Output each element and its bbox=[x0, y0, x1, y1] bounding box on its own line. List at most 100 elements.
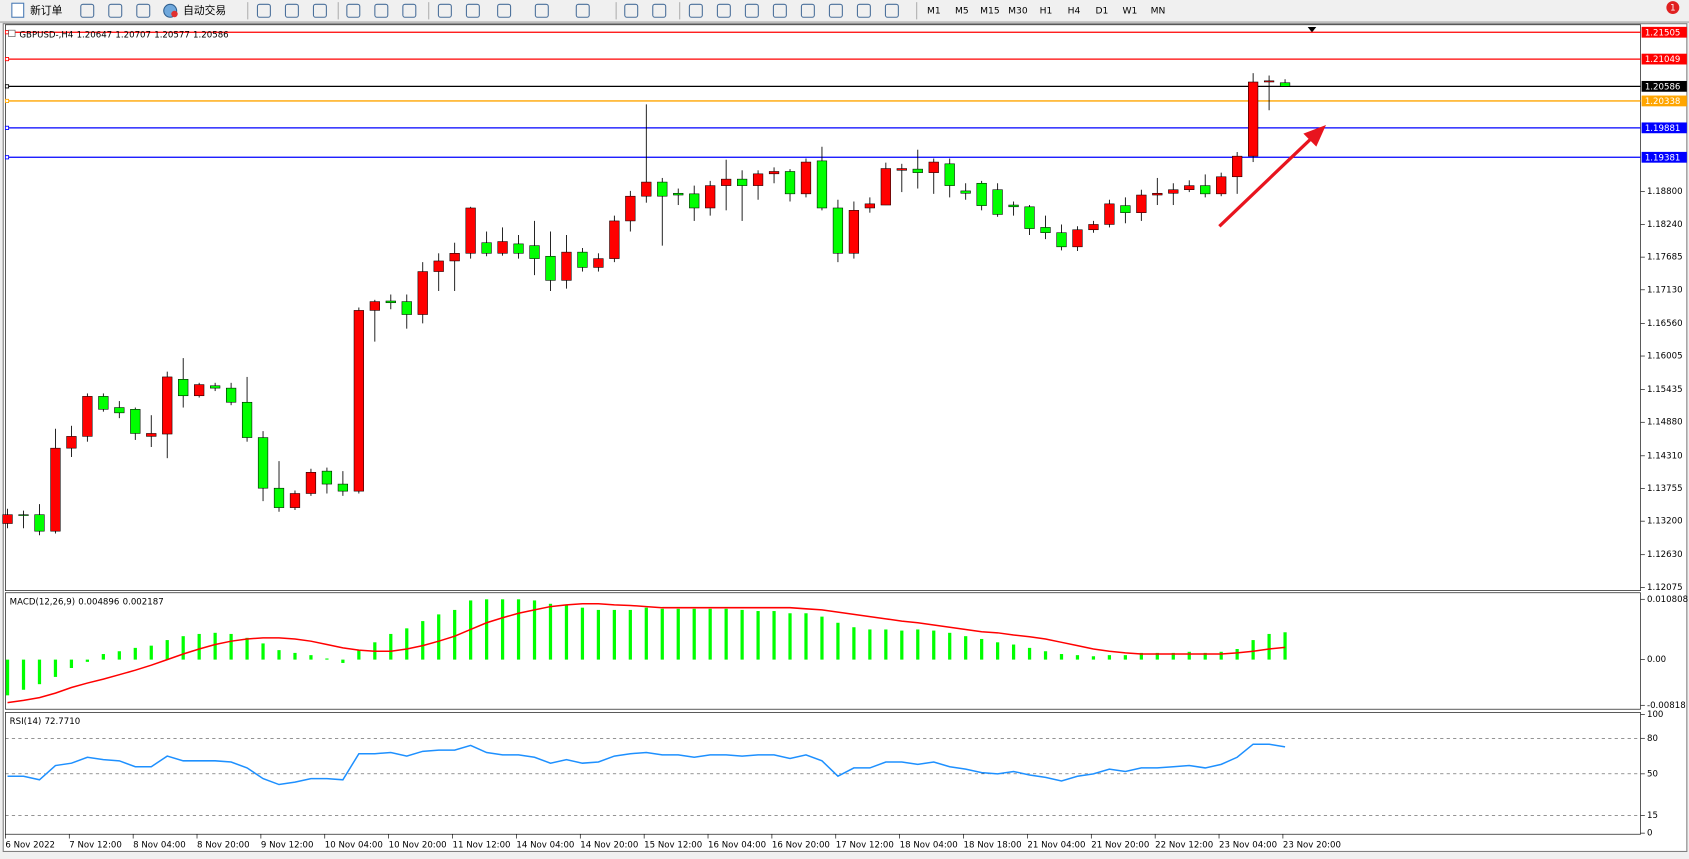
toolbar-icon[interactable] bbox=[108, 3, 123, 18]
price-level-handle[interactable] bbox=[4, 155, 10, 160]
timeframe-button[interactable]: H4 bbox=[1068, 6, 1081, 16]
toolbar-icon[interactable] bbox=[772, 3, 787, 18]
toolbar-icon[interactable] bbox=[256, 3, 271, 18]
toolbar-icon[interactable] bbox=[652, 3, 667, 18]
macd-bar bbox=[421, 621, 425, 660]
notification[interactable]: 1 bbox=[1666, 1, 1680, 15]
price-level-handle[interactable] bbox=[4, 84, 10, 89]
price-level-tag bbox=[1641, 122, 1687, 134]
toolbar-icon[interactable] bbox=[534, 3, 549, 18]
candle-body bbox=[305, 472, 317, 494]
toolbar-icon[interactable] bbox=[856, 3, 871, 18]
timeframe-button[interactable]: M30 bbox=[1008, 6, 1028, 16]
timeframe-button[interactable]: M1 bbox=[927, 6, 941, 16]
timeframe-button[interactable]: M15 bbox=[980, 6, 1000, 16]
price-level-handle[interactable] bbox=[4, 57, 10, 62]
rsi-title: RSI(14) bbox=[10, 717, 42, 727]
toolbar-icon[interactable] bbox=[136, 3, 151, 18]
x-tick-label: 8 Nov 04:00 bbox=[133, 840, 186, 850]
auto-trading-stop bbox=[171, 10, 178, 18]
toolbar-icon[interactable] bbox=[624, 3, 639, 18]
price-level-handle[interactable] bbox=[4, 125, 10, 130]
chart-shift-marker[interactable] bbox=[1307, 26, 1317, 33]
timeframe-button[interactable]: M5 bbox=[955, 6, 969, 16]
toolbar-icon[interactable] bbox=[465, 3, 480, 18]
candle-body bbox=[880, 168, 891, 206]
y-tick-label: 1.16560 bbox=[1647, 319, 1683, 329]
toolbar-icon[interactable] bbox=[346, 3, 361, 18]
macd-bar bbox=[708, 608, 712, 660]
toolbar-icon[interactable] bbox=[575, 3, 590, 18]
x-tick-label: 9 Nov 12:00 bbox=[261, 840, 314, 850]
macd-bar bbox=[788, 613, 792, 660]
macd-bar bbox=[1011, 644, 1016, 660]
candle-body bbox=[896, 168, 907, 171]
toolbar-icon[interactable] bbox=[80, 3, 95, 18]
auto-trading-label[interactable]: 自动交易 bbox=[183, 4, 226, 17]
toolbar-icon[interactable] bbox=[828, 3, 843, 18]
y-tick-label: 0.010808 bbox=[1647, 595, 1688, 605]
x-tick-label: 21 Nov 04:00 bbox=[1027, 840, 1085, 850]
timeframe-button[interactable]: MN bbox=[1151, 6, 1166, 16]
toolbar-icon[interactable] bbox=[437, 3, 452, 18]
macd-bar bbox=[277, 650, 281, 660]
notification-count: 1 bbox=[1670, 4, 1675, 14]
candle-body bbox=[1152, 192, 1163, 196]
auto-trading-button[interactable]: 自动交易 bbox=[163, 3, 226, 18]
toolbar-icon[interactable] bbox=[744, 3, 759, 18]
macd-bar bbox=[213, 632, 217, 660]
macd-bar bbox=[900, 630, 904, 660]
macd-bar bbox=[5, 659, 10, 696]
candle-body bbox=[705, 185, 716, 209]
y-tick-label: 50 bbox=[1647, 769, 1658, 779]
timeframe-button[interactable]: H1 bbox=[1040, 6, 1053, 16]
toolbar-icon[interactable] bbox=[716, 3, 731, 18]
candle-body bbox=[82, 396, 93, 437]
macd-bar bbox=[21, 659, 26, 690]
candle-body bbox=[784, 171, 796, 195]
macd-bar bbox=[772, 611, 776, 660]
toolbar-icon[interactable] bbox=[402, 3, 417, 18]
candle-body bbox=[1040, 227, 1051, 233]
candle-body bbox=[34, 514, 45, 532]
y-tick-label: 1.14310 bbox=[1647, 451, 1683, 461]
toolbar-icon[interactable] bbox=[497, 3, 512, 18]
candle-body bbox=[1216, 176, 1227, 195]
candle-body bbox=[194, 384, 205, 397]
toolbar-icon[interactable] bbox=[800, 3, 815, 18]
candle-body bbox=[561, 251, 572, 281]
new-order-label[interactable]: 新订单 bbox=[30, 4, 63, 17]
candle-body bbox=[577, 251, 588, 268]
toolbar-icon[interactable] bbox=[884, 3, 899, 18]
x-tick-label: 21 Nov 20:00 bbox=[1091, 840, 1149, 850]
price-level-tag bbox=[1641, 53, 1687, 65]
new-order-button[interactable]: 新订单 bbox=[11, 2, 63, 18]
toolbar-icon[interactable] bbox=[312, 3, 327, 18]
candle-body bbox=[609, 220, 620, 259]
timeframe-button[interactable]: D1 bbox=[1096, 6, 1109, 16]
candle-body bbox=[657, 181, 668, 197]
y-tick-label: 1.17685 bbox=[1647, 253, 1683, 263]
price-level-handle[interactable] bbox=[4, 30, 10, 35]
macd-bar bbox=[1203, 652, 1207, 660]
rsi-header: RSI(14) 72.7710 bbox=[10, 717, 80, 727]
candle-body bbox=[114, 407, 125, 414]
last-close: 1.20586 bbox=[193, 30, 229, 40]
macd-bar bbox=[69, 659, 74, 668]
x-tick-label: 16 Nov 04:00 bbox=[708, 840, 766, 850]
candle-body bbox=[1279, 82, 1291, 87]
macd-bar bbox=[149, 645, 153, 660]
macd-bar bbox=[516, 599, 521, 660]
timeframe-button[interactable]: W1 bbox=[1123, 6, 1138, 16]
toolbar-icon[interactable] bbox=[374, 3, 389, 18]
candle-body bbox=[832, 207, 844, 254]
macd-bar bbox=[948, 632, 952, 660]
price-level-handle[interactable] bbox=[4, 98, 10, 103]
y-tick-label: 1.16005 bbox=[1647, 352, 1683, 362]
macd-bar bbox=[453, 609, 457, 660]
toolbar-icon[interactable] bbox=[688, 3, 703, 18]
candle-body bbox=[1024, 206, 1035, 229]
candle-body bbox=[513, 243, 524, 254]
toolbar-icon[interactable] bbox=[284, 3, 299, 18]
